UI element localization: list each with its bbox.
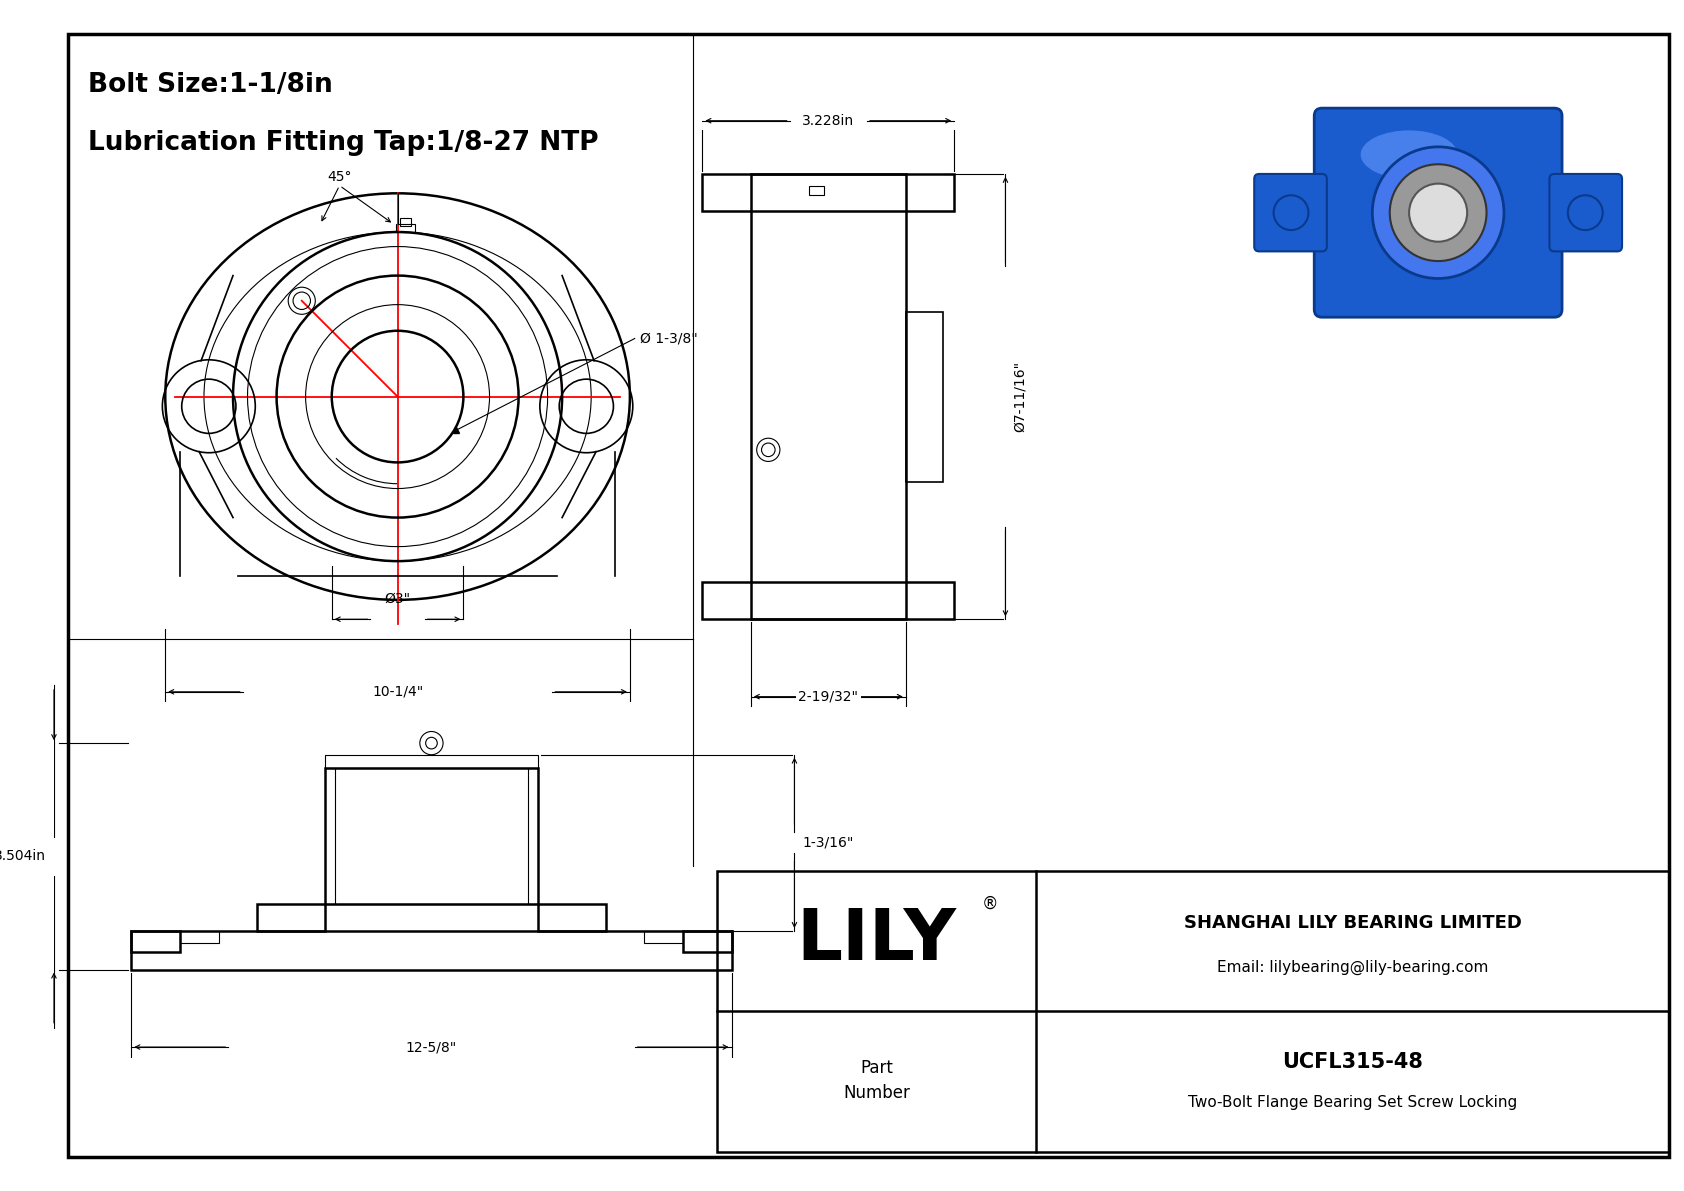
Bar: [717, 871, 1669, 1152]
Text: Email: lilybearing@lily-bearing.com: Email: lilybearing@lily-bearing.com: [1218, 960, 1489, 975]
FancyBboxPatch shape: [1255, 174, 1327, 251]
Text: Ø3": Ø3": [384, 592, 411, 606]
Text: Bolt Size:1-1/8in: Bolt Size:1-1/8in: [88, 73, 332, 99]
Bar: [396, 224, 414, 232]
FancyBboxPatch shape: [1549, 174, 1622, 251]
Text: 10-1/4": 10-1/4": [372, 685, 423, 699]
Text: Ø7-11/16": Ø7-11/16": [1014, 361, 1027, 432]
Bar: [537, 904, 606, 931]
Bar: [180, 931, 219, 942]
Circle shape: [1568, 195, 1603, 230]
Bar: [325, 768, 537, 904]
Bar: [684, 931, 731, 952]
Bar: [906, 312, 943, 482]
Bar: [702, 582, 955, 619]
Text: 45°: 45°: [327, 169, 352, 183]
Text: SHANGHAI LILY BEARING LIMITED: SHANGHAI LILY BEARING LIMITED: [1184, 915, 1522, 933]
Text: 3.504in: 3.504in: [0, 849, 45, 863]
Text: Ø 1-3/8": Ø 1-3/8": [640, 331, 697, 345]
Bar: [751, 174, 906, 619]
Text: Part
Number: Part Number: [844, 1060, 909, 1103]
Text: LILY: LILY: [797, 906, 957, 975]
Text: 12-5/8": 12-5/8": [406, 1040, 456, 1054]
Bar: [258, 904, 325, 931]
Text: UCFL315-48: UCFL315-48: [1283, 1052, 1423, 1072]
Text: Lubrication Fitting Tap:1/8-27 NTP: Lubrication Fitting Tap:1/8-27 NTP: [88, 130, 598, 156]
Ellipse shape: [1361, 130, 1457, 179]
Bar: [131, 931, 731, 969]
Bar: [325, 755, 537, 768]
Bar: [131, 931, 180, 952]
Text: 2-19/32": 2-19/32": [798, 690, 859, 704]
Circle shape: [1389, 164, 1487, 261]
Text: Two-Bolt Flange Bearing Set Screw Locking: Two-Bolt Flange Bearing Set Screw Lockin…: [1189, 1095, 1517, 1110]
Circle shape: [1273, 195, 1308, 230]
Bar: [702, 174, 955, 211]
Circle shape: [1410, 183, 1467, 242]
FancyBboxPatch shape: [1314, 108, 1563, 317]
Bar: [808, 186, 825, 195]
Bar: [645, 931, 684, 942]
Text: ®: ®: [982, 894, 999, 912]
Bar: [399, 218, 411, 226]
Text: 1-3/16": 1-3/16": [802, 836, 854, 850]
Text: 3.228in: 3.228in: [802, 113, 854, 127]
Circle shape: [1372, 146, 1504, 279]
